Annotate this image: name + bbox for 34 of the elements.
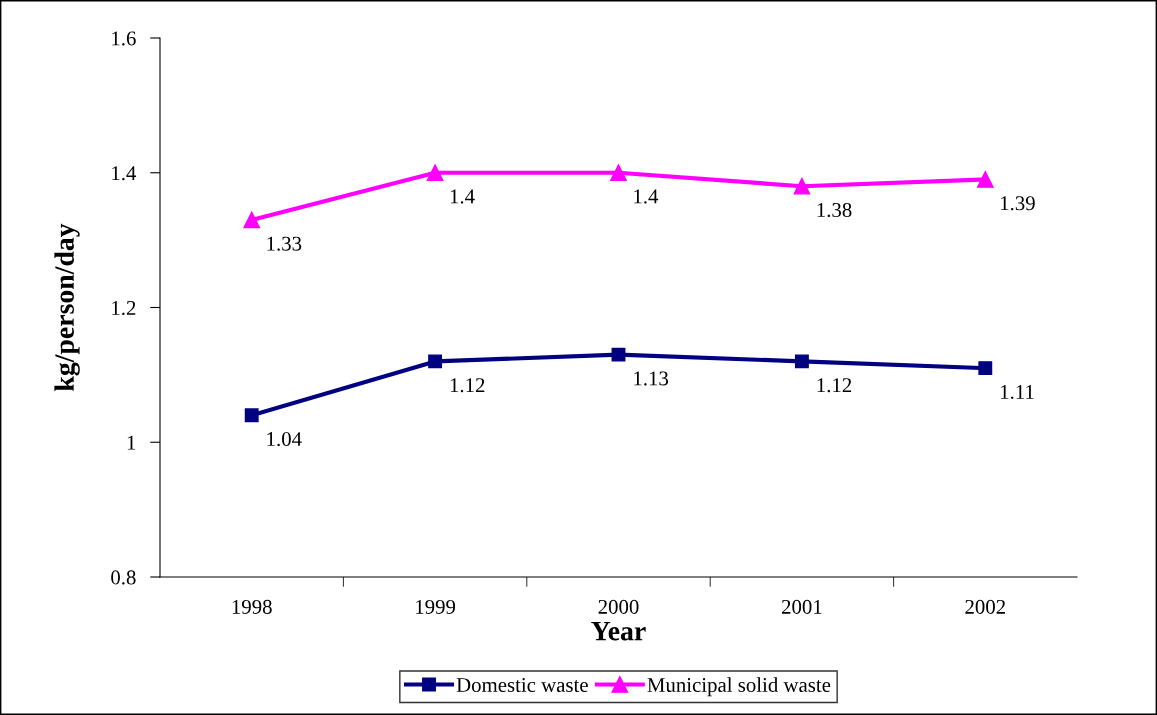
legend-label: Municipal solid waste [647, 677, 831, 697]
data-label: 1.4 [634, 189, 659, 204]
point [244, 408, 259, 423]
data-label: 1.38 [817, 202, 852, 218]
data-label: 1.13 [634, 371, 669, 386]
point [243, 211, 261, 229]
x-tick-label: 2002 [965, 599, 1005, 614]
data-label: 1.4 [450, 189, 475, 204]
y-axis-title: kg/person/day [54, 223, 80, 391]
point [428, 354, 443, 369]
y-tick-label: 1.4 [112, 166, 137, 181]
point [978, 361, 993, 376]
point [610, 164, 627, 182]
x-tick-label: 1998 [232, 599, 272, 614]
x-tick-label: 2001 [781, 599, 822, 614]
data-label: 1.33 [267, 236, 302, 251]
data-label: 1.11 [1001, 384, 1034, 399]
y-tick-label: 1.2 [112, 300, 136, 316]
point [611, 347, 626, 362]
point [426, 164, 444, 182]
x-tick-label: 2000 [598, 599, 639, 614]
x-tick-label: 1999 [416, 599, 456, 614]
y-tick-label: 1.6 [112, 31, 136, 46]
point [793, 177, 811, 195]
y-tick-label: 1 [127, 435, 136, 450]
x-axis-title: Year [591, 621, 646, 641]
point [794, 354, 809, 369]
legend-label: Domestic waste [456, 678, 588, 692]
data-label: 1.04 [267, 432, 302, 447]
point [976, 171, 994, 188]
data-label: 1.12 [450, 378, 485, 393]
data-label: 1.12 [817, 378, 852, 393]
y-tick-label: 0.8 [111, 570, 136, 585]
data-label: 1.39 [1001, 196, 1035, 211]
